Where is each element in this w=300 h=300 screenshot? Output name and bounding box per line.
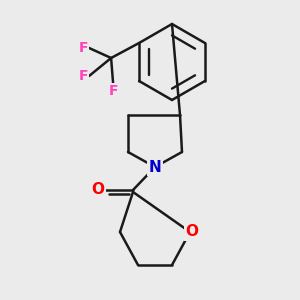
Text: F: F xyxy=(78,41,88,55)
Text: F: F xyxy=(78,69,88,83)
Text: N: N xyxy=(148,160,161,175)
Text: O: O xyxy=(92,182,104,197)
Text: O: O xyxy=(185,224,199,239)
Text: F: F xyxy=(108,84,118,98)
